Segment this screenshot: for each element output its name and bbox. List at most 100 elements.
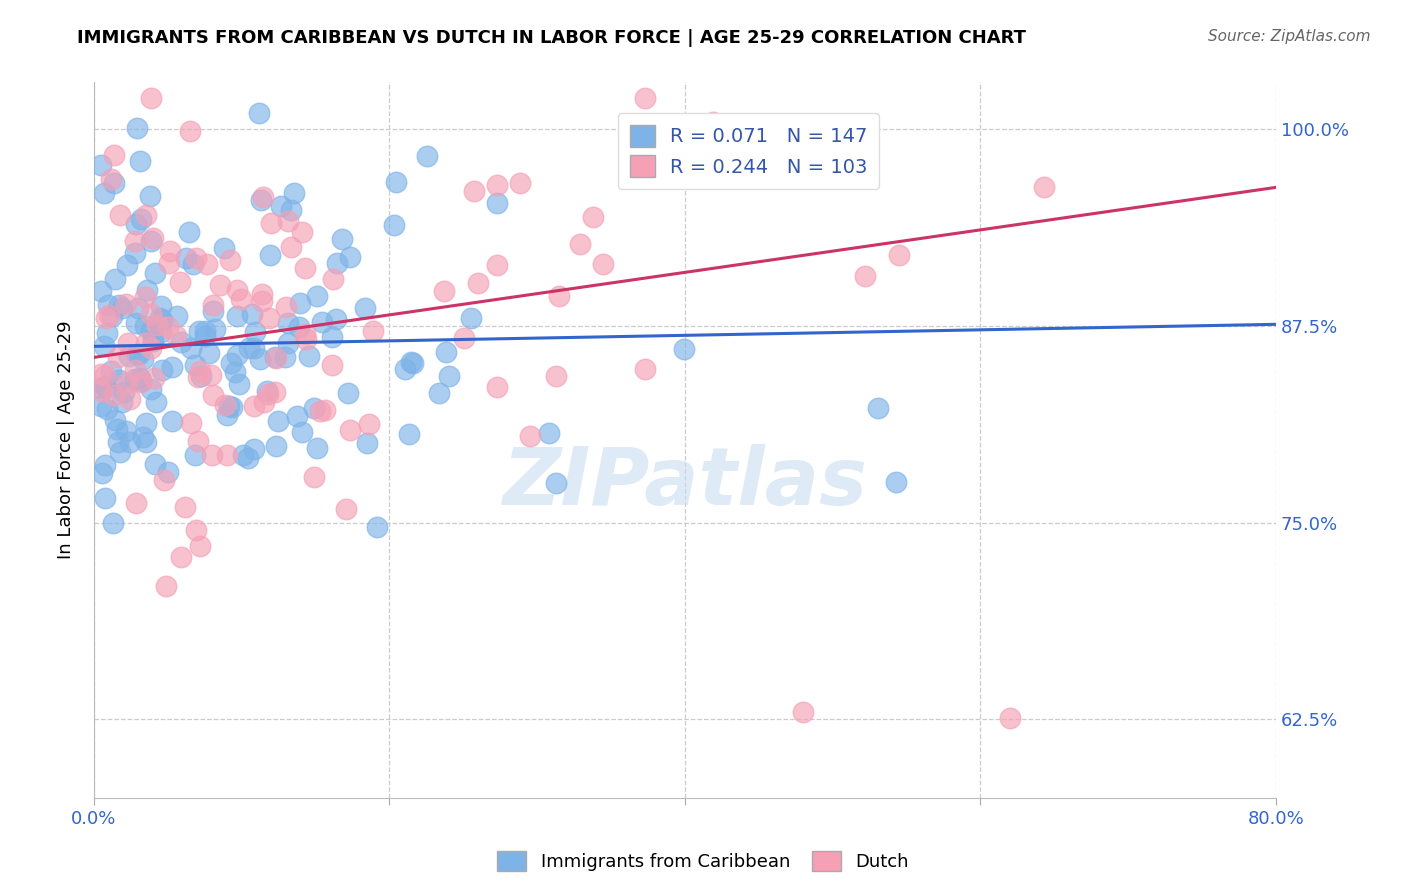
Point: [285, 409, 308, 423]
Point: [1033, 180, 1056, 194]
Point: [170, 549, 193, 564]
Point: [183, 257, 205, 271]
Y-axis label: In Labor Force | Age 25-29: In Labor Force | Age 25-29: [58, 321, 75, 559]
Point: [267, 414, 290, 428]
Point: [290, 296, 312, 310]
Point: [633, 362, 655, 376]
Point: [432, 284, 454, 298]
Point: [214, 399, 236, 413]
Point: [305, 441, 328, 455]
Point: [128, 371, 150, 385]
Point: [398, 427, 420, 442]
Point: [256, 387, 278, 401]
Point: [200, 368, 222, 383]
Point: [107, 434, 129, 449]
Point: [94, 378, 117, 392]
Point: [217, 408, 239, 422]
Point: [305, 288, 328, 302]
Point: [118, 349, 141, 363]
Point: [366, 520, 388, 534]
Point: [295, 332, 318, 346]
Point: [187, 370, 209, 384]
Point: [141, 307, 163, 321]
Point: [256, 384, 278, 399]
Point: [259, 311, 281, 326]
Point: [135, 335, 157, 350]
Point: [208, 278, 231, 293]
Point: [190, 369, 212, 384]
Point: [141, 323, 163, 337]
Point: [274, 350, 297, 364]
Point: [402, 356, 425, 370]
Point: [115, 424, 138, 438]
Point: [90, 400, 112, 414]
Point: [548, 289, 571, 303]
Point: [225, 348, 247, 362]
Point: [120, 392, 142, 406]
Point: [110, 445, 132, 459]
Point: [280, 202, 302, 217]
Point: [150, 363, 173, 377]
Point: [186, 523, 208, 537]
Point: [139, 90, 162, 104]
Point: [169, 275, 191, 289]
Point: [124, 246, 146, 260]
Point: [238, 341, 260, 355]
Point: [302, 401, 325, 416]
Point: [356, 435, 378, 450]
Point: [142, 330, 165, 344]
Point: [143, 371, 166, 385]
Point: [204, 322, 226, 336]
Point: [104, 413, 127, 427]
Point: [125, 217, 148, 231]
Point: [174, 500, 197, 514]
Point: [634, 90, 657, 104]
Point: [145, 395, 167, 409]
Point: [283, 186, 305, 201]
Point: [96, 311, 118, 326]
Point: [264, 385, 287, 400]
Point: [125, 496, 148, 510]
Point: [201, 448, 224, 462]
Point: [131, 211, 153, 226]
Point: [90, 284, 112, 298]
Point: [270, 199, 292, 213]
Point: [159, 244, 181, 258]
Point: [247, 106, 270, 120]
Point: [212, 241, 235, 255]
Point: [277, 316, 299, 330]
Point: [339, 250, 361, 264]
Point: [485, 258, 508, 272]
Legend: R = 0.071   N = 147, R = 0.244   N = 103: R = 0.071 N = 147, R = 0.244 N = 103: [617, 113, 879, 189]
Point: [519, 429, 541, 443]
Point: [115, 258, 138, 272]
Point: [229, 292, 252, 306]
Point: [184, 251, 207, 265]
Point: [215, 448, 238, 462]
Point: [139, 188, 162, 202]
Point: [96, 401, 118, 416]
Point: [90, 384, 112, 398]
Point: [252, 190, 274, 204]
Point: [437, 368, 460, 383]
Point: [190, 364, 212, 378]
Point: [264, 438, 287, 452]
Point: [135, 416, 157, 430]
Point: [187, 434, 209, 448]
Legend: Immigrants from Caribbean, Dutch: Immigrants from Caribbean, Dutch: [491, 844, 915, 879]
Point: [155, 579, 177, 593]
Point: [136, 283, 159, 297]
Point: [434, 345, 457, 359]
Point: [288, 319, 311, 334]
Point: [162, 414, 184, 428]
Point: [326, 255, 349, 269]
Point: [184, 448, 207, 462]
Text: Source: ZipAtlas.com: Source: ZipAtlas.com: [1208, 29, 1371, 45]
Point: [394, 362, 416, 376]
Point: [460, 311, 482, 326]
Point: [253, 395, 276, 409]
Point: [322, 272, 344, 286]
Point: [260, 216, 283, 230]
Point: [252, 293, 274, 308]
Point: [146, 318, 169, 332]
